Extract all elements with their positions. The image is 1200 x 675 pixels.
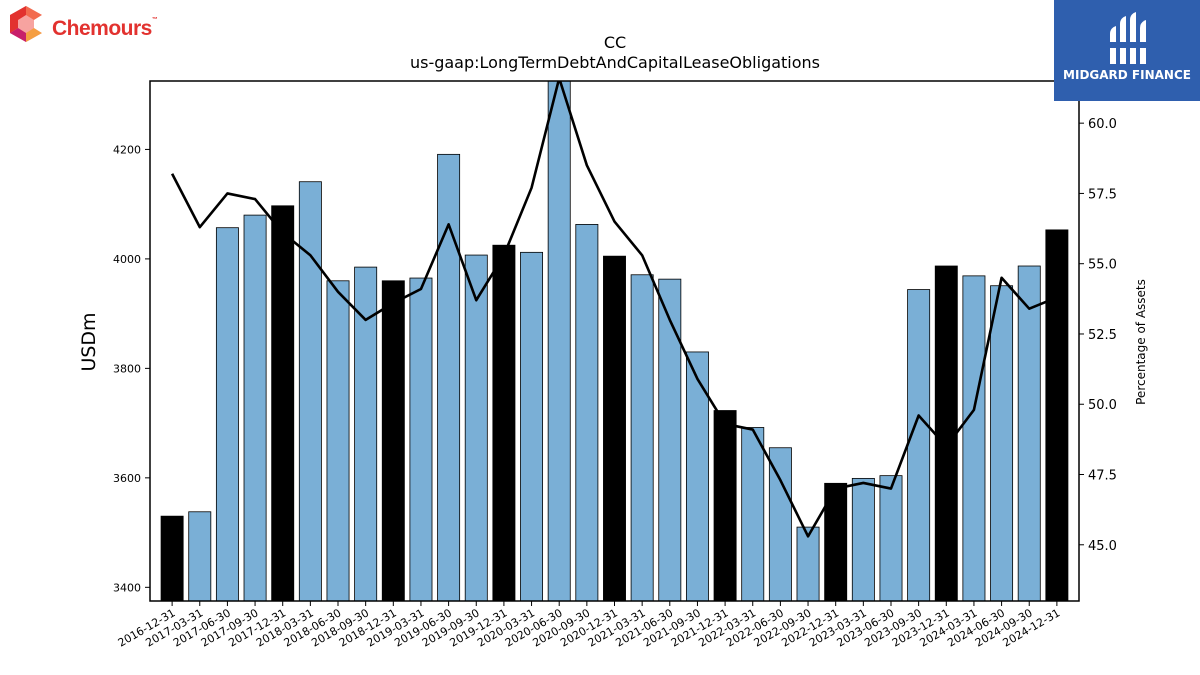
- bar: [962, 275, 986, 601]
- bar: [160, 515, 184, 601]
- bar: [188, 511, 212, 601]
- bar: [796, 526, 820, 601]
- bar: [990, 285, 1014, 601]
- y-right-tick-label: 50.0: [1088, 398, 1117, 413]
- left-axis: 3400 3600 3800 4000 4200: [113, 143, 150, 594]
- y-axis-label: USDm: [78, 312, 100, 371]
- bar: [824, 482, 848, 601]
- bar: [492, 244, 516, 601]
- bar: [520, 251, 544, 601]
- bar: [741, 427, 765, 601]
- bar: [907, 289, 931, 601]
- percentage-line: [170, 81, 1058, 538]
- line-layer: [170, 81, 1058, 538]
- bar: [713, 410, 737, 601]
- bar: [658, 278, 682, 601]
- bar: [547, 81, 571, 601]
- y-right-tick-label: 52.5: [1088, 328, 1117, 343]
- bar: [768, 447, 792, 601]
- midgard-icon: [1108, 12, 1148, 64]
- bar: [603, 255, 626, 601]
- chemours-logo: Chemours™: [4, 4, 164, 48]
- y-tick-label: 3800: [113, 362, 141, 375]
- bar: [326, 280, 350, 601]
- bar: [879, 475, 903, 601]
- y-tick-label: 4000: [113, 253, 141, 266]
- bar: [437, 153, 461, 601]
- bar: [1017, 265, 1041, 601]
- bar: [464, 254, 488, 601]
- y-right-tick-label: 57.5: [1088, 187, 1117, 202]
- bar: [630, 274, 654, 601]
- midgard-wordmark: MIDGARD FINANCE: [1063, 68, 1191, 82]
- bar: [381, 280, 405, 601]
- bar: [354, 266, 378, 601]
- bar: [1045, 229, 1069, 601]
- y-tick-label: 4200: [113, 143, 141, 156]
- chart-subtitle: us-gaap:LongTermDebtAndCapitalLeaseOblig…: [410, 53, 820, 72]
- bar: [298, 181, 322, 601]
- bar: [271, 205, 295, 601]
- bar: [409, 277, 433, 601]
- y-right-tick-label: 55.0: [1088, 258, 1117, 273]
- chart-title: CC: [604, 33, 626, 52]
- y-axis-right-label: Percentage of Assets: [1134, 279, 1148, 405]
- bar: [685, 351, 709, 601]
- midgard-finance-logo: MIDGARD FINANCE: [1054, 0, 1200, 101]
- y-right-tick-label: 45.0: [1088, 539, 1117, 554]
- right-axis: 45.0 47.5 50.0 52.5 55.0 57.5 60.0: [1079, 117, 1117, 554]
- x-axis: 2016-12-312017-03-312017-06-302017-09-30…: [116, 601, 1062, 650]
- chemours-wordmark: Chemours™: [52, 17, 158, 40]
- bar: [215, 227, 239, 601]
- bar: [934, 265, 958, 601]
- chemours-logo-icon: [10, 6, 42, 42]
- y-tick-label: 3400: [113, 581, 141, 594]
- y-right-tick-label: 60.0: [1088, 117, 1117, 132]
- bars-layer: [160, 81, 1069, 601]
- bar: [575, 224, 599, 601]
- bar: [243, 214, 267, 601]
- bar: [851, 477, 875, 601]
- y-right-tick-label: 47.5: [1088, 469, 1117, 484]
- y-tick-label: 3600: [113, 472, 141, 485]
